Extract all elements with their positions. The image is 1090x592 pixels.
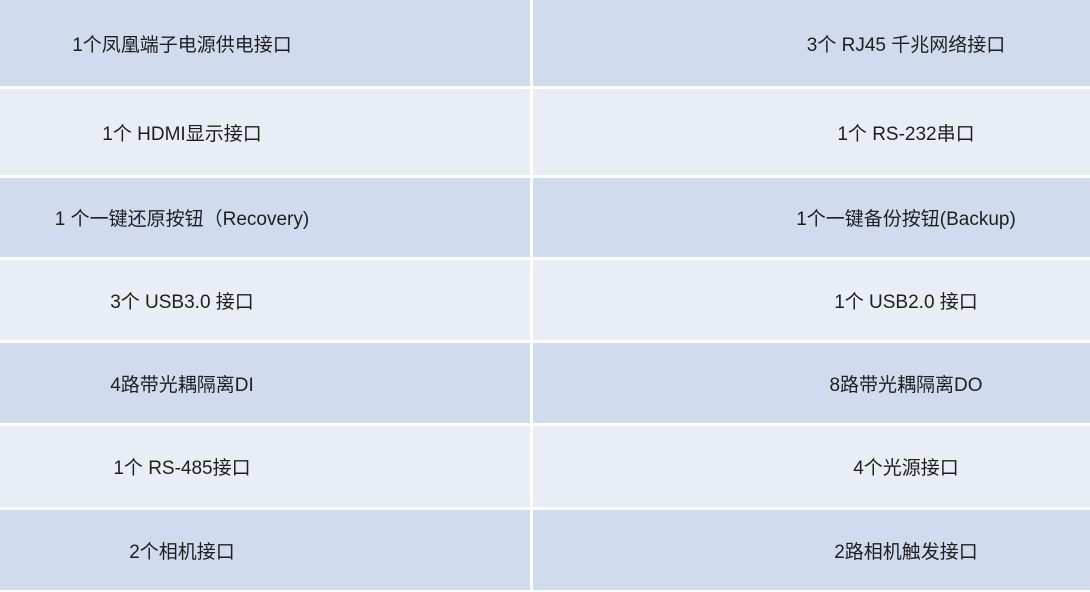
table-cell-left: 1个凤凰端子电源供电接口 [0,0,530,86]
table-cell-right: 3个 RJ45 千兆网络接口 [533,0,1090,86]
table-cell-left: 4路带光耦隔离DI [0,343,530,423]
table-cell-right: 4个光源接口 [533,426,1090,507]
table-cell-left: 2个相机接口 [0,510,530,590]
table-cell-left: 1个 HDMI显示接口 [0,89,530,175]
table-cell-right: 8路带光耦隔离DO [533,343,1090,423]
table-cell-left: 1 个一键还原按钮（Recovery) [0,178,530,257]
table-cell-right: 1个一键备份按钮(Backup) [533,178,1090,257]
table-cell-right: 1个 RS-232串口 [533,89,1090,175]
table-cell-left: 1个 RS-485接口 [0,426,530,507]
table-cell-right: 2路相机触发接口 [533,510,1090,590]
table-cell-right: 1个 USB2.0 接口 [533,260,1090,340]
table-cell-left: 3个 USB3.0 接口 [0,260,530,340]
